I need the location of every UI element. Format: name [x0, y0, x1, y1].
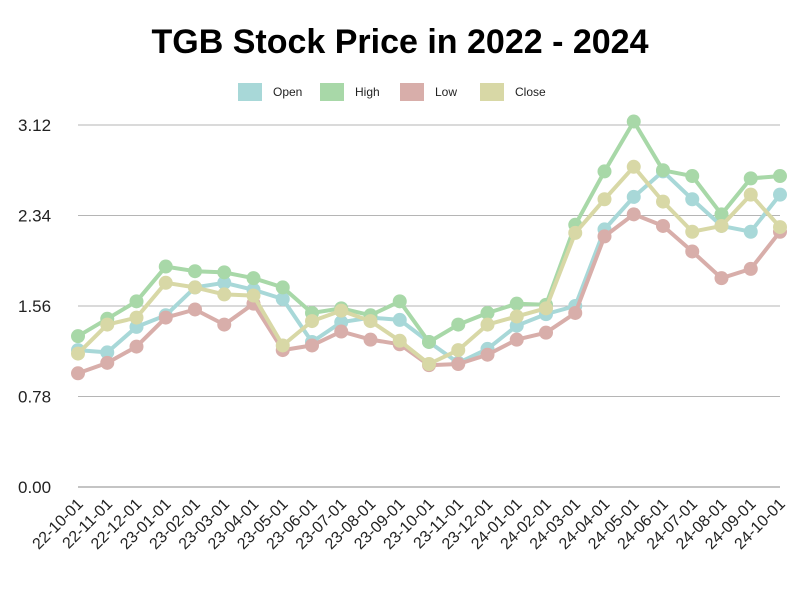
data-point: [100, 317, 115, 332]
data-point: [568, 305, 583, 320]
data-point: [71, 329, 85, 344]
data-point: [246, 271, 261, 286]
y-tick-label: 3.12: [18, 116, 51, 135]
data-point: [158, 310, 173, 325]
data-point: [626, 207, 641, 222]
data-point: [100, 345, 115, 360]
data-point: [509, 332, 524, 347]
data-point: [71, 366, 85, 381]
data-point: [480, 347, 495, 362]
data-point: [334, 324, 349, 339]
data-point: [217, 275, 232, 290]
data-point: [743, 261, 758, 276]
data-point: [509, 309, 524, 324]
series-close: [71, 159, 787, 372]
legend-swatch: [400, 83, 424, 101]
y-tick-label: 2.34: [18, 207, 51, 226]
series-line: [76, 119, 782, 344]
data-point: [685, 192, 700, 207]
data-point: [451, 343, 466, 358]
data-point: [422, 334, 436, 349]
data-point: [246, 288, 261, 303]
data-point: [773, 187, 787, 202]
series-line: [76, 164, 782, 366]
legend-label: Low: [435, 85, 457, 99]
series-line: [76, 212, 782, 376]
data-point: [217, 265, 232, 280]
data-point: [743, 171, 758, 186]
data-point: [773, 220, 787, 235]
series-low: [71, 207, 787, 381]
data-point: [597, 164, 612, 179]
data-point: [685, 224, 700, 239]
data-point: [597, 192, 612, 207]
data-point: [217, 317, 232, 332]
legend-swatch: [320, 83, 344, 101]
data-point: [656, 194, 670, 209]
data-point: [656, 218, 670, 233]
legend: Open High Low Close: [238, 83, 546, 101]
data-point: [275, 292, 290, 307]
gridlines: [78, 124, 780, 488]
data-point: [392, 294, 407, 309]
data-point: [451, 357, 466, 372]
y-tick-label: 1.56: [18, 297, 51, 316]
data-point: [71, 346, 85, 361]
data-point: [539, 301, 553, 316]
data-point: [188, 264, 202, 279]
y-axis: 0.00 0.78 1.56 2.34 3.12: [18, 116, 51, 497]
data-point: [392, 312, 407, 327]
legend-swatch: [480, 83, 504, 101]
x-axis: 22-10-0122-11-0122-12-0123-01-0123-02-01…: [30, 496, 789, 553]
data-point: [275, 338, 290, 353]
data-point: [305, 314, 319, 329]
data-point: [363, 332, 378, 347]
data-point: [743, 187, 758, 202]
data-point: [568, 225, 583, 240]
legend-label: Open: [273, 85, 302, 99]
legend-label: High: [355, 85, 380, 99]
data-point: [275, 280, 290, 295]
chart-title: TGB Stock Price in 2022 - 2024: [151, 23, 648, 61]
data-point: [451, 317, 466, 332]
y-tick-label: 0.00: [18, 478, 51, 497]
data-point: [626, 159, 641, 174]
data-point: [626, 114, 641, 129]
data-point: [363, 314, 378, 329]
data-point: [129, 310, 144, 325]
data-point: [539, 325, 553, 340]
legend-label: Close: [515, 85, 546, 99]
data-point: [597, 229, 612, 244]
data-point: [422, 357, 436, 372]
data-point: [656, 163, 670, 178]
data-point: [743, 224, 758, 239]
data-point: [129, 339, 144, 354]
data-point: [217, 287, 232, 302]
series-layer: [71, 114, 787, 381]
series-line: [76, 169, 782, 365]
data-point: [685, 244, 700, 259]
data-point: [392, 333, 407, 348]
data-point: [305, 338, 319, 353]
data-point: [158, 259, 173, 274]
data-point: [334, 303, 349, 318]
data-point: [714, 207, 729, 222]
data-point: [626, 189, 641, 204]
data-point: [188, 280, 202, 295]
data-point: [714, 218, 729, 233]
data-point: [509, 296, 524, 311]
data-point: [129, 294, 144, 309]
legend-swatch: [238, 83, 262, 101]
data-point: [480, 305, 495, 320]
data-point: [714, 271, 729, 286]
data-point: [158, 275, 173, 290]
data-point: [480, 317, 495, 332]
data-point: [773, 169, 787, 184]
y-tick-label: 0.78: [18, 388, 51, 407]
data-point: [188, 302, 202, 317]
data-point: [685, 169, 700, 184]
data-point: [100, 355, 115, 370]
